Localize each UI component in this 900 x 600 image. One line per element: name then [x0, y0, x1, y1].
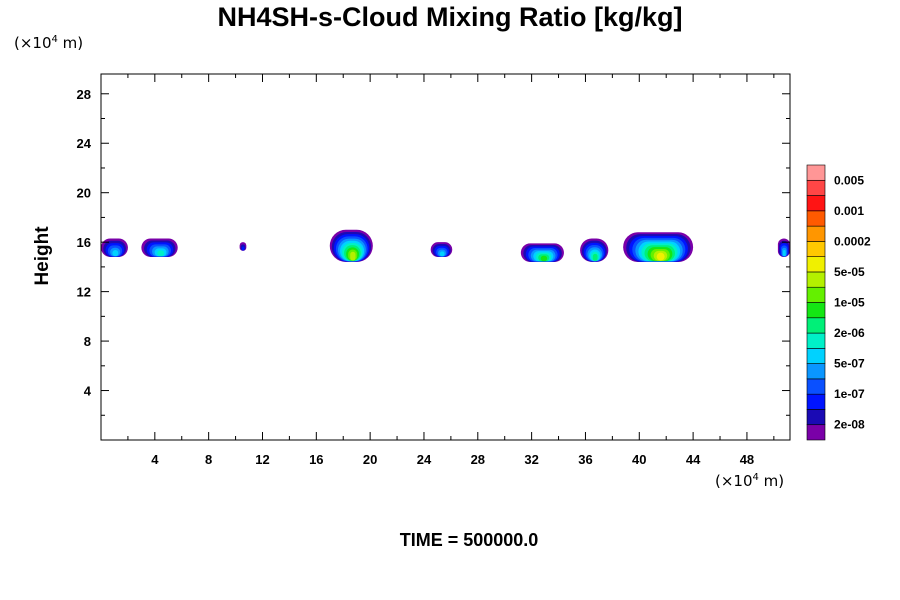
colorbar-label: 1e-05	[834, 296, 865, 310]
cloud-cell	[580, 238, 609, 262]
colorbar-swatch	[806, 286, 826, 303]
x-tick-label: 40	[632, 452, 646, 467]
y-tick-label: 28	[77, 87, 91, 102]
colorbar-label: 2e-08	[834, 418, 865, 432]
x-tick-label: 20	[363, 452, 377, 467]
x-tick-label: 48	[740, 452, 754, 467]
colorbar-swatch	[806, 210, 826, 227]
colorbar-label: 0.0002	[834, 234, 871, 248]
x-tick-label: 4	[151, 452, 159, 467]
y-tick-label: 24	[77, 136, 92, 151]
colorbar-swatch	[806, 363, 826, 380]
cloud-cell	[101, 238, 128, 257]
cloud-contour	[350, 251, 356, 261]
time-label: TIME = 500000.0	[399, 530, 539, 550]
colorbar-swatch	[806, 271, 826, 288]
colorbar-swatch	[806, 378, 826, 395]
colorbar-swatch	[806, 332, 826, 349]
colorbar-swatch	[806, 302, 826, 319]
x-tick-label: 32	[524, 452, 538, 467]
y-axis-unit: (×104 m)	[14, 34, 84, 52]
cloud-cell	[430, 242, 453, 257]
colorbar-swatch	[806, 409, 826, 426]
cloud-cell	[777, 238, 790, 257]
x-tick-label: 12	[255, 452, 269, 467]
plot-frame	[100, 73, 791, 441]
y-tick-label: 12	[77, 285, 91, 300]
cloud-cell	[141, 238, 178, 257]
colorbar-swatch	[806, 256, 826, 273]
cloud-cell	[520, 243, 564, 262]
colorbar-swatch	[806, 393, 826, 410]
colorbar-label: 5e-05	[834, 265, 865, 279]
colorbar-swatch	[806, 225, 826, 242]
cloud-cell	[239, 242, 247, 251]
colorbar-label: 0.001	[834, 204, 864, 218]
x-tick-label: 16	[309, 452, 323, 467]
colorbar-swatch	[806, 348, 826, 364]
cloud-cell	[329, 229, 373, 262]
y-tick-label: 16	[77, 235, 91, 250]
cloud-contour	[540, 255, 548, 262]
chart-title: NH4SH-s-Cloud Mixing Ratio [kg/kg]	[217, 2, 683, 32]
y-tick-label: 20	[77, 186, 91, 201]
x-tick-label: 8	[205, 452, 212, 467]
colorbar-swatch	[806, 317, 826, 334]
colorbar-swatch	[806, 164, 826, 181]
colorbar-label: 1e-07	[834, 387, 865, 401]
cloud-cell	[623, 232, 694, 262]
cloud-contour	[783, 250, 786, 257]
colorbar-label: 5e-07	[834, 357, 865, 371]
x-tick-label: 24	[417, 452, 432, 467]
cloud-contour	[241, 246, 245, 251]
colorbar-swatch	[806, 424, 826, 441]
cloud-contour	[592, 253, 598, 261]
colorbar-label: 2e-06	[834, 326, 865, 340]
cloud-contour	[439, 251, 445, 257]
x-tick-label: 44	[686, 452, 701, 467]
cloud-contour	[157, 250, 165, 257]
x-tick-label: 28	[471, 452, 485, 467]
y-tick-label: 8	[84, 334, 91, 349]
y-tick-label: 4	[84, 384, 92, 399]
cloud-contour	[656, 252, 665, 261]
x-axis-unit: (×104 m)	[715, 472, 785, 490]
cloud-contour	[112, 250, 119, 257]
colorbar-swatch	[806, 195, 826, 212]
x-tick-label: 36	[578, 452, 592, 467]
colorbar-label: 0.005	[834, 173, 864, 187]
colorbar-swatch	[806, 241, 826, 257]
colorbar-swatch	[806, 179, 826, 196]
